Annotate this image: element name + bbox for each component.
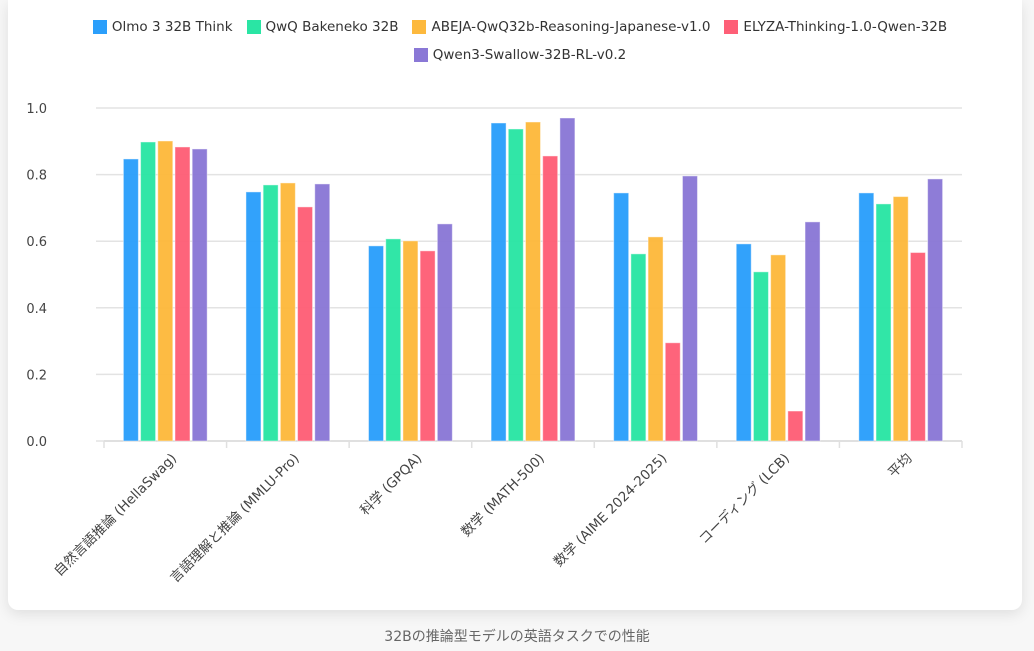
y-tick-label: 0.0 (26, 435, 47, 450)
bar (630, 253, 647, 442)
bar (279, 182, 296, 442)
legend-swatch (246, 20, 261, 34)
legend-swatch (92, 20, 107, 34)
legend-item[interactable]: ABEJA-QwQ32b-Reasoning-Japanese-v1.0 (412, 18, 710, 36)
bar (909, 252, 926, 442)
bar (542, 155, 559, 442)
bar (613, 192, 630, 442)
x-tick-label: 自然言語推論 (HellaSwag) (50, 450, 180, 580)
bar (297, 206, 314, 442)
bar (490, 122, 507, 442)
bar (436, 223, 453, 442)
bar (245, 191, 262, 442)
legend-label: Qwen3-Swallow-32B-RL-v0.2 (432, 47, 627, 63)
legend-label: ABEJA-QwQ32b-Reasoning-Japanese-v1.0 (431, 19, 711, 35)
legend-label: Olmo 3 32B Think (111, 19, 233, 35)
x-tick-label: 言語理解と推論 (MMLU-Pro) (166, 450, 302, 586)
bar (787, 410, 804, 442)
bar (892, 196, 909, 442)
legend-label: ELYZA-Thinking-1.0-Qwen-32B (743, 19, 948, 35)
bar (368, 245, 385, 442)
y-tick-label: 0.6 (26, 235, 47, 250)
y-tick-label: 1.0 (26, 102, 47, 117)
bar (664, 342, 681, 442)
bar (419, 250, 436, 442)
bar (174, 146, 191, 442)
x-tick-label: コーディング (LCB) (695, 450, 793, 548)
bar (402, 240, 419, 442)
y-tick-label: 0.4 (26, 302, 47, 317)
x-tick-label: 平均 (885, 451, 915, 481)
bar (804, 221, 821, 442)
bar (385, 238, 402, 442)
bar (647, 236, 664, 442)
bar (858, 192, 875, 442)
y-tick-label: 0.2 (26, 368, 47, 383)
bar (507, 128, 524, 442)
legend-swatch (412, 20, 427, 34)
bar (262, 184, 279, 442)
legend-swatch (413, 48, 428, 62)
bar-chart: 0.0 0.2 0.4 0.6 0.8 1.0 自然言語推論 (HellaSwag)言語理解… (26, 102, 963, 586)
bar (191, 148, 208, 442)
x-tick-label: 数学 (MATH-500) (458, 451, 548, 541)
chart-caption: 32Bの推論型モデルの英語タスクでの性能 (384, 629, 650, 645)
x-tick-label: 数学 (AIME 2024-2025) (551, 451, 671, 571)
bar (770, 254, 787, 442)
bar (875, 203, 892, 442)
bar (140, 141, 157, 442)
x-tick-label: 科学 (GPQA) (357, 451, 425, 519)
bar (559, 117, 576, 442)
legend-label: QwQ Bakeneko 32B (265, 19, 399, 35)
legend-swatch (724, 20, 739, 34)
bar (681, 175, 698, 442)
bar (157, 140, 174, 442)
legend-item[interactable]: Olmo 3 32B Think (92, 18, 233, 36)
bar (314, 183, 331, 442)
legend-item[interactable]: Qwen3-Swallow-32B-RL-v0.2 (413, 46, 627, 64)
legend: Olmo 3 32B Think QwQ Bakeneko 32B ABEJA-Qw… (30, 18, 1010, 64)
bar (122, 158, 139, 442)
bar (752, 271, 769, 442)
legend-item[interactable]: QwQ Bakeneko 32B (246, 18, 399, 36)
legend-item[interactable]: ELYZA-Thinking-1.0-Qwen-32B (724, 18, 947, 36)
y-tick-label: 0.8 (26, 169, 47, 184)
bar (525, 121, 541, 442)
bar (927, 178, 944, 442)
bar (735, 243, 752, 442)
